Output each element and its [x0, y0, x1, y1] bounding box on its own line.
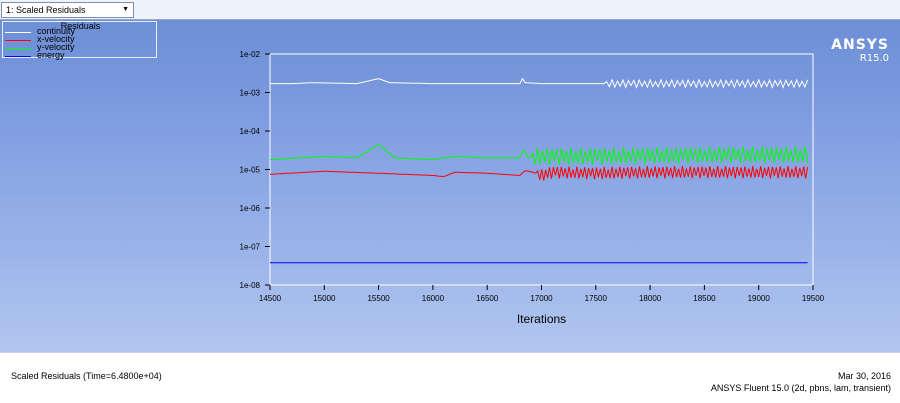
graphics-window-select-value: 1: Scaled Residuals	[6, 5, 86, 15]
x-tick-label: 18000	[639, 294, 662, 303]
y-tick-label: 1e-03	[240, 89, 261, 98]
legend-swatch	[5, 32, 31, 33]
x-tick-label: 15000	[313, 294, 336, 303]
series-line-x-velocity	[269, 166, 809, 181]
toolbar: 1: Scaled Residuals ▼	[0, 0, 900, 20]
x-tick-label: 16500	[476, 294, 499, 303]
x-tick-label: 16000	[422, 294, 445, 303]
legend-swatch	[5, 48, 31, 49]
brand-name: ANSYS	[831, 37, 889, 53]
y-tick-label: 1e-08	[240, 281, 261, 290]
legend: Residuals continuity x-velocity y-veloci…	[2, 21, 157, 60]
series-line-continuity	[270, 77, 809, 89]
x-axis-label: Iterations	[517, 312, 566, 326]
legend-label: y-velocity	[37, 42, 75, 52]
chevron-down-icon[interactable]: ▼	[122, 6, 129, 13]
residuals-chart: 1e-08 1e-07 1e-06 1e-05 1e-04 1e-03 1e-02 14500…	[240, 50, 825, 326]
legend-swatch	[5, 40, 31, 41]
legend-label: x-velocity	[37, 34, 75, 44]
x-tick-label: 17500	[585, 294, 608, 303]
legend-swatch	[5, 56, 31, 57]
x-tick-label: 19500	[802, 294, 825, 303]
legend-title: Residuals	[60, 21, 101, 31]
y-tick-label: 1e-06	[240, 204, 261, 213]
series-line-y-velocity	[269, 144, 809, 165]
x-tick-label: 18500	[693, 294, 716, 303]
solver-info: ANSYS Fluent 15.0 (2d, pbns, lam, transi…	[710, 383, 891, 393]
ansys-logo: ANSYS R15.0	[831, 37, 889, 64]
x-tick-label: 15500	[367, 294, 390, 303]
x-tick-label: 17000	[530, 294, 553, 303]
brand-version: R15.0	[859, 53, 889, 64]
x-tick-label: 14500	[259, 294, 282, 303]
y-tick-label: 1e-02	[240, 50, 261, 59]
residuals-plot-area: 1e-08 1e-07 1e-06 1e-05 1e-04 1e-03 1e-02 14500…	[0, 20, 900, 352]
legend-label: energy	[37, 50, 65, 60]
plot-date: Mar 30, 2016	[837, 371, 891, 381]
y-tick-label: 1e-05	[240, 166, 261, 175]
caption-bar: Scaled Residuals (Time=6.4800e+04) Mar 3…	[0, 352, 900, 403]
y-tick-label: 1e-07	[240, 243, 261, 252]
y-tick-label: 1e-04	[240, 127, 261, 136]
graphics-window-select[interactable]: 1: Scaled Residuals ▼	[1, 2, 134, 18]
plot-caption: Scaled Residuals (Time=6.4800e+04)	[11, 371, 162, 381]
x-tick-label: 19000	[748, 294, 771, 303]
legend-label: continuity	[37, 26, 76, 36]
